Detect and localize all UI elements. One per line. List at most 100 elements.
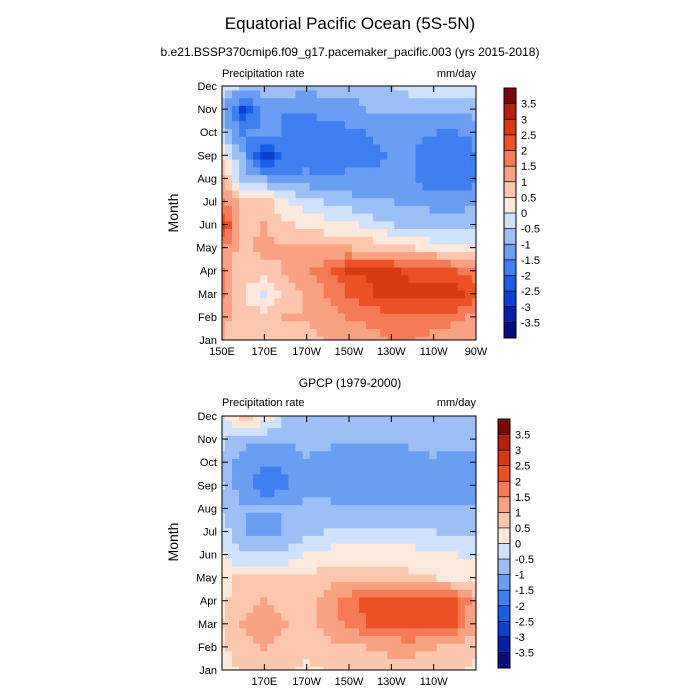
heatmap-cell <box>281 297 290 306</box>
heatmap-cell <box>344 511 354 521</box>
heatmap-cell <box>450 104 459 114</box>
heatmap-cell <box>274 434 283 444</box>
heatmap-cell <box>260 557 269 567</box>
heatmap-cell <box>358 335 368 340</box>
heatmap-cell <box>337 434 347 444</box>
heatmap-cell <box>429 511 438 521</box>
heatmap-cell <box>358 220 368 229</box>
heatmap-cell <box>239 197 248 206</box>
heatmap-cell <box>337 258 347 268</box>
heatmap-cell <box>415 235 424 245</box>
heatmap-cell <box>267 573 276 583</box>
heatmap-cell <box>246 627 255 636</box>
heatmap-cell <box>231 457 241 467</box>
heatmap-cell <box>401 573 410 583</box>
heatmap-cell <box>373 603 382 613</box>
heatmap-cell <box>281 619 290 629</box>
heatmap-cell <box>415 665 424 670</box>
heatmap-cell <box>394 588 403 598</box>
heatmap-cell <box>253 150 262 160</box>
heatmap-cell <box>309 220 318 229</box>
heatmap-cell <box>288 634 297 644</box>
heatmap-cell <box>316 503 325 513</box>
heatmap-cell <box>401 266 410 276</box>
y-tick-label: Oct <box>200 127 217 139</box>
heatmap-cell <box>450 120 459 129</box>
colorbar-swatch <box>504 119 516 136</box>
heatmap-cell <box>471 297 476 306</box>
heatmap-cell <box>302 197 311 206</box>
heatmap-cell <box>415 480 424 490</box>
heatmap-cell <box>373 112 382 122</box>
heatmap-cell <box>450 665 459 670</box>
heatmap-cell <box>436 419 445 429</box>
heatmap-cell <box>274 557 283 567</box>
heatmap-cell <box>429 220 438 229</box>
heatmap-cell <box>302 89 311 99</box>
heatmap-cell <box>373 565 382 575</box>
heatmap-cell <box>295 457 304 467</box>
heatmap-cell <box>344 457 354 467</box>
heatmap-cell <box>323 496 332 506</box>
heatmap-plot: JanFebMarAprMayJunJulAugSepOctNovDec150E… <box>196 81 488 358</box>
heatmap-cell <box>295 473 304 483</box>
heatmap-cell <box>373 312 382 322</box>
heatmap-cell <box>450 189 459 199</box>
heatmap-cell <box>464 250 474 260</box>
heatmap-cell <box>387 580 396 590</box>
heatmap-cell <box>351 419 361 429</box>
heatmap-cell <box>302 588 311 598</box>
heatmap-cell <box>344 189 354 199</box>
heatmap-cell <box>429 603 438 613</box>
heatmap-cell <box>429 243 438 253</box>
heatmap-cell <box>450 220 459 229</box>
heatmap-cell <box>408 511 417 521</box>
heatmap-cell <box>358 465 368 475</box>
heatmap-cell <box>260 657 269 667</box>
heatmap-cell <box>302 642 311 652</box>
heatmap-cell <box>351 473 361 483</box>
heatmap-cell <box>246 120 255 129</box>
heatmap-cell <box>231 473 241 483</box>
heatmap-cell <box>380 650 389 660</box>
colorbar-label: 3.5 <box>515 430 530 442</box>
heatmap-cell <box>323 627 332 636</box>
heatmap-cell <box>253 619 262 629</box>
heatmap-cell <box>344 557 354 567</box>
heatmap-cell <box>408 473 417 483</box>
heatmap-cell <box>344 442 354 452</box>
heatmap-cell <box>267 527 276 536</box>
heatmap-cell <box>323 603 332 613</box>
heatmap-cell <box>302 496 311 506</box>
heatmap-cell <box>380 304 389 314</box>
heatmap-cell <box>380 573 389 583</box>
heatmap-cell <box>281 573 290 583</box>
heatmap-cell <box>457 496 467 506</box>
heatmap-cell <box>415 143 424 153</box>
x-tick-label: 130W <box>377 346 406 358</box>
heatmap-cell <box>373 158 382 168</box>
heatmap-cell <box>436 150 445 160</box>
heatmap-cell <box>281 434 290 444</box>
heatmap-cell <box>323 227 332 237</box>
heatmap-cell <box>337 557 347 567</box>
heatmap-cell <box>366 86 375 91</box>
heatmap-cell <box>330 86 340 91</box>
heatmap-cell <box>323 189 332 199</box>
heatmap-cell <box>457 611 467 621</box>
heatmap-cell <box>281 250 290 260</box>
heatmap-cell <box>443 212 452 222</box>
heatmap-cell <box>222 627 227 636</box>
heatmap-cell <box>260 534 269 544</box>
heatmap-cell <box>239 488 248 498</box>
heatmap-cell <box>380 488 389 498</box>
heatmap-cell <box>239 542 248 552</box>
heatmap-cell <box>380 519 389 529</box>
heatmap-cell <box>281 120 290 129</box>
heatmap-cell <box>274 127 283 137</box>
heatmap-cell <box>408 465 417 475</box>
heatmap-cell <box>422 627 431 636</box>
heatmap-cell <box>323 573 332 583</box>
heatmap-cell <box>457 534 467 544</box>
heatmap-cell <box>422 297 431 306</box>
